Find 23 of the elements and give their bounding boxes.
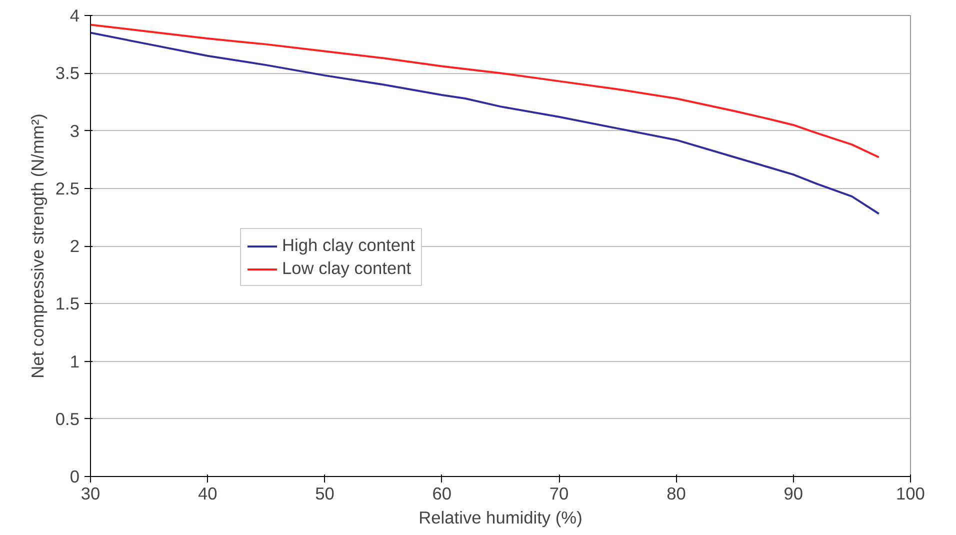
y-tick-label: 3.5 (55, 63, 80, 84)
legend-label: High clay content (282, 235, 415, 256)
x-tick-label: 80 (666, 484, 686, 504)
x-tick-label: 50 (315, 484, 334, 504)
x-axis-title: Relative humidity (%) (418, 508, 582, 528)
y-tick-label: 1.5 (55, 294, 80, 314)
y-tick-label: 3 (70, 120, 80, 141)
y-tick-label: 0.5 (55, 408, 80, 429)
legend-label: Low clay content (282, 258, 412, 279)
x-tick-label: 60 (432, 484, 452, 504)
y-axis-title: Net compressive strength (N/mm²) (27, 114, 48, 378)
y-tick-label: 2 (70, 236, 80, 256)
x-tick-label: 90 (784, 484, 803, 504)
x-tick-label: 100 (896, 484, 925, 504)
y-tick-label: 1 (70, 351, 80, 372)
x-tick-label: 40 (198, 484, 218, 504)
y-tick-label: 0 (70, 466, 80, 486)
x-tick-label: 30 (80, 484, 100, 504)
line-series (90, 24, 880, 158)
y-tick-label: 4 (70, 6, 80, 26)
x-tick-label: 70 (549, 484, 569, 504)
line-series (90, 32, 880, 215)
y-tick-label: 2.5 (55, 178, 80, 198)
